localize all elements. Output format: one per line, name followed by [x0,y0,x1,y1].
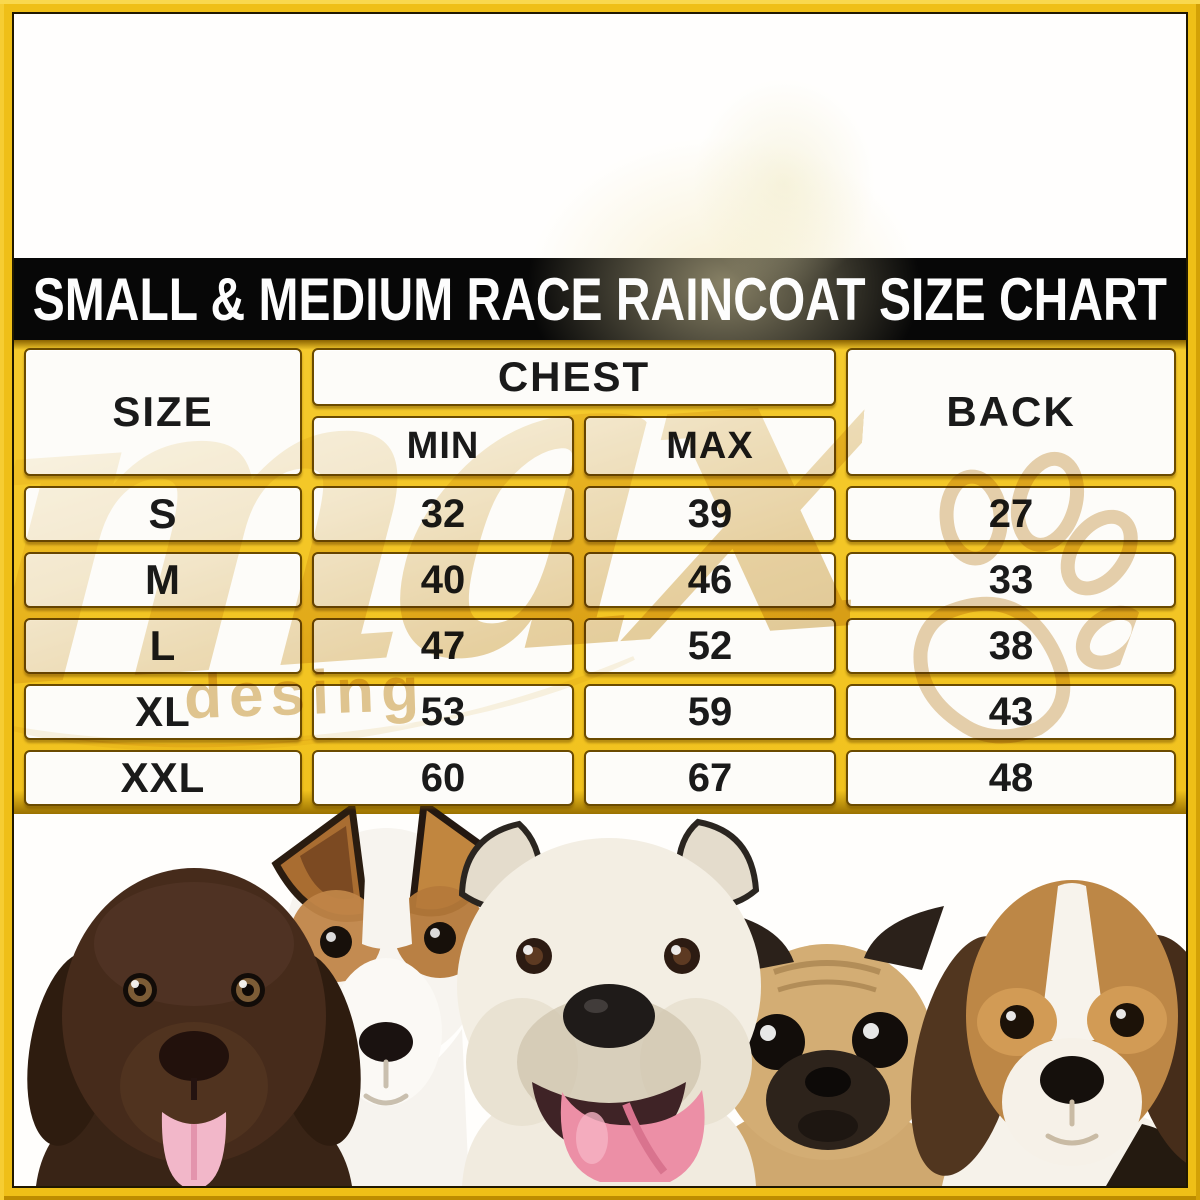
row-l-size: L [24,618,302,674]
row-l-min: 47 [312,618,574,674]
column-header-size: SIZE [24,348,302,476]
row-m-max: 46 [584,552,836,608]
row-xl-back: 43 [846,684,1176,740]
row-xl-max: 59 [584,684,836,740]
title-bar: SMALL & MEDIUM RACE RAINCOAT SIZE CHART [14,258,1186,340]
size-table-section: SIZE CHEST BACK MIN MAX S 32 39 27 M 40 … [14,340,1186,814]
column-header-chest: CHEST [312,348,836,406]
row-xxl-max: 67 [584,750,836,806]
row-l-back: 38 [846,618,1176,674]
beagle-image [910,880,1186,1186]
row-xxl-size: XXL [24,750,302,806]
pug-image [702,906,952,1186]
row-xl-min: 53 [312,684,574,740]
row-s-size: S [24,486,302,542]
column-header-chest-min: MIN [312,416,574,476]
faint-watermark-smudge [654,34,914,334]
column-header-back: BACK [846,348,1176,476]
page-title: SMALL & MEDIUM RACE RAINCOAT SIZE CHART [32,265,1168,333]
row-m-size: M [24,552,302,608]
row-l-max: 52 [584,618,836,674]
row-xl-size: XL [24,684,302,740]
row-xxl-min: 60 [312,750,574,806]
inner-panel: SMALL & MEDIUM RACE RAINCOAT SIZE CHART … [12,12,1188,1188]
chocolate-labrador-image [27,868,361,1186]
size-table: SIZE CHEST BACK MIN MAX S 32 39 27 M 40 … [24,348,1176,806]
row-s-min: 32 [312,486,574,542]
puppies-photo-strip [14,797,1186,1186]
row-xxl-back: 48 [846,750,1176,806]
column-header-chest-max: MAX [584,416,836,476]
english-bulldog-image [457,818,761,1186]
row-m-min: 40 [312,552,574,608]
row-s-max: 39 [584,486,836,542]
top-blank-area [14,14,1186,494]
row-s-back: 27 [846,486,1176,542]
puppies-illustration [27,797,1186,1186]
row-m-back: 33 [846,552,1176,608]
